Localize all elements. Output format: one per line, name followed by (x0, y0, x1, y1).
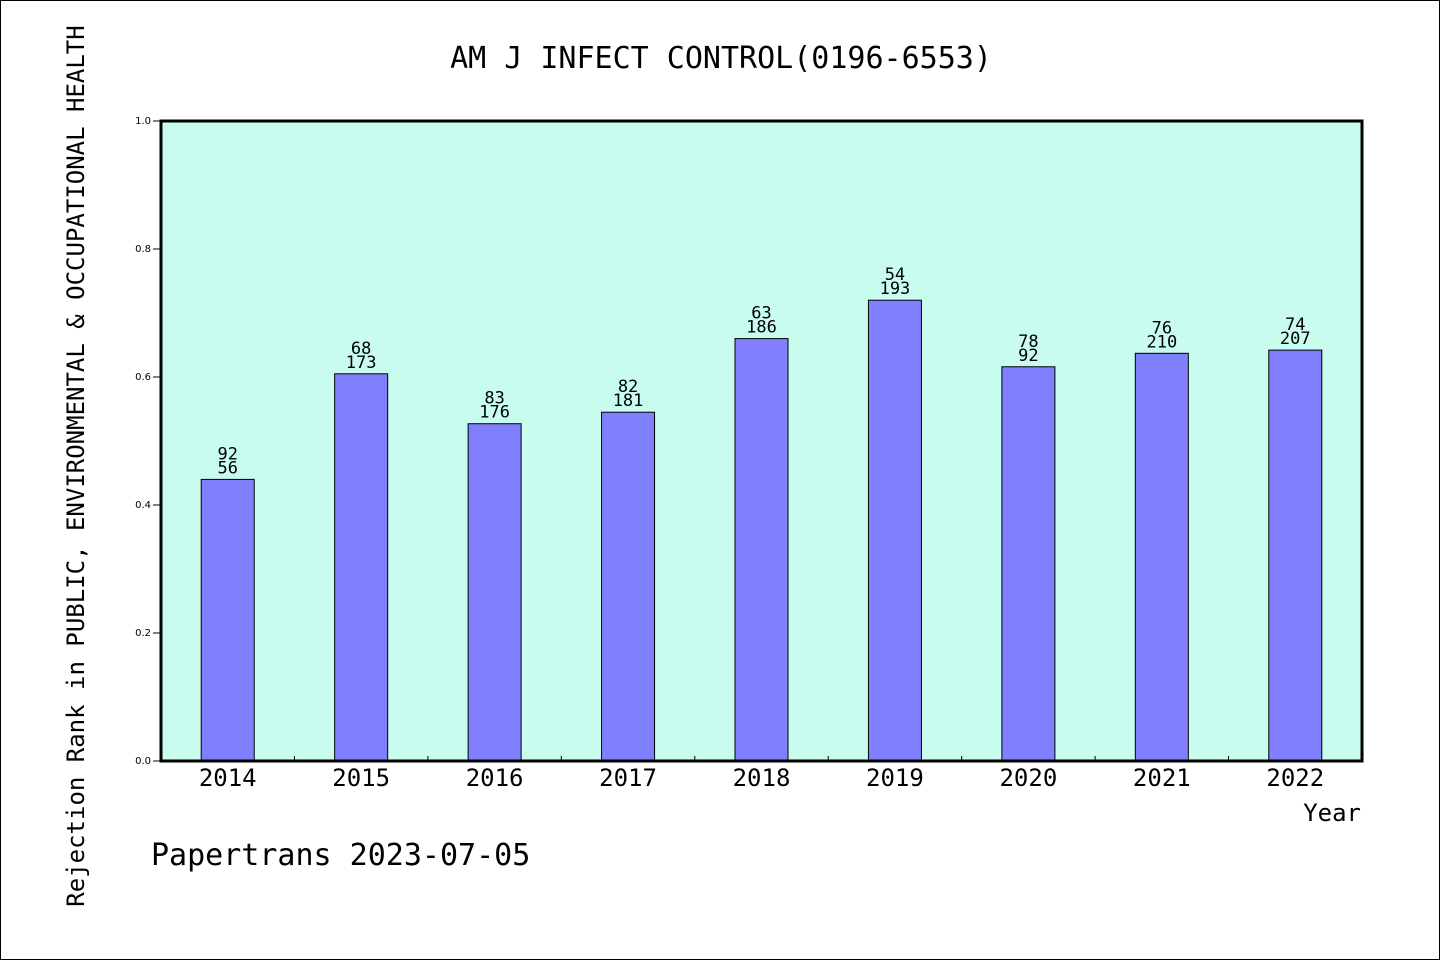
y-tick-label: 0.2 (135, 628, 151, 639)
x-tick-label-2014: 2014 (199, 764, 257, 792)
data-label-bottom-2017: 181 (613, 391, 644, 411)
bar-2015 (334, 373, 389, 762)
x-axis: 2014 2015 2016 2017 2018 2019 2020 2021 2022 (199, 756, 1324, 792)
x-tick-label-2015: 2015 (332, 764, 390, 792)
bar-2016 (467, 423, 522, 762)
data-label-top-2019: 54 (885, 265, 905, 285)
y-tick-label: 0.8 (135, 244, 151, 255)
plot-border (159, 119, 1364, 763)
x-axis-label: Year (1303, 799, 1361, 827)
data-label-bottom-2016: 176 (479, 403, 510, 423)
bar-2017 (601, 411, 656, 762)
x-tick-label-2022: 2022 (1266, 764, 1324, 792)
data-label-bottom-2018: 186 (746, 318, 777, 338)
chart-title: AM J INFECT CONTROL(0196-6553) (450, 41, 992, 76)
data-label-bottom-2022: 207 (1280, 329, 1311, 349)
bar-2019 (867, 299, 922, 762)
x-tick-label-2017: 2017 (599, 764, 657, 792)
y-tick-label: 0.0 (135, 756, 151, 767)
data-label-bottom-2015: 173 (346, 353, 377, 373)
x-tick-label-2016: 2016 (466, 764, 524, 792)
y-tick-label: 0.4 (135, 500, 151, 511)
y-tick-label: 0.6 (135, 372, 151, 383)
data-label-top-2014: 92 (217, 444, 237, 464)
data-label-bottom-2019: 193 (880, 279, 911, 299)
bar-2018 (734, 338, 789, 762)
bar-2014 (200, 478, 255, 762)
y-tick-label: 1.0 (135, 116, 151, 127)
bar-2022 (1268, 349, 1323, 762)
x-tick-label-2020: 2020 (999, 764, 1057, 792)
y-axis-label: Rejection Rank in PUBLIC, ENVIRONMENTAL … (62, 25, 90, 906)
x-tick-label-2018: 2018 (733, 764, 791, 792)
data-label-bottom-2014: 56 (217, 458, 237, 478)
bar-2021 (1134, 352, 1189, 762)
data-label-top-2016: 83 (484, 389, 504, 409)
data-label-bottom-2021: 210 (1146, 332, 1177, 352)
x-tick-label-2021: 2021 (1133, 764, 1191, 792)
bar-2020 (1001, 366, 1056, 762)
data-label-top-2020: 78 (1018, 332, 1038, 352)
bars-group: 9256681738317682181631865419378927621074… (200, 265, 1323, 762)
y-axis: 0.0 0.2 0.4 0.6 0.8 1.0 (135, 116, 161, 767)
data-label-bottom-2020: 92 (1018, 346, 1038, 366)
data-label-top-2018: 63 (751, 304, 771, 324)
data-label-top-2017: 82 (618, 377, 638, 397)
x-tick-label-2019: 2019 (866, 764, 924, 792)
data-label-top-2015: 68 (351, 339, 371, 359)
footer-credit: Papertrans 2023-07-05 (151, 838, 530, 873)
data-label-top-2022: 74 (1285, 315, 1305, 335)
data-label-top-2021: 76 (1152, 318, 1172, 338)
